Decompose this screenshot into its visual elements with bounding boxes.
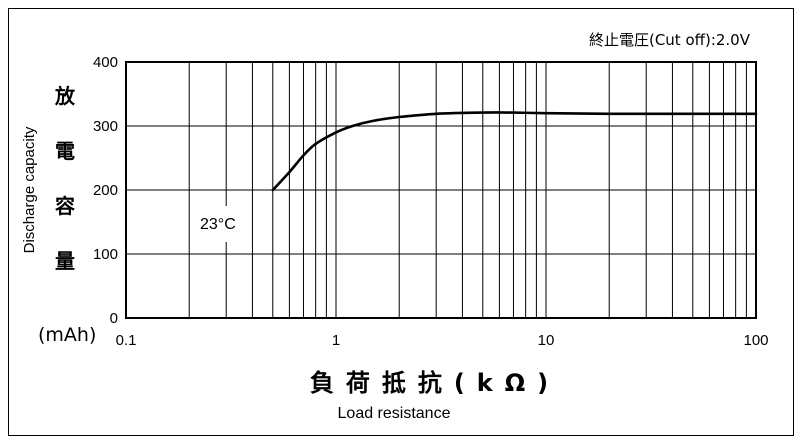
y-tick-labels: 0 100 200 300 400 bbox=[93, 54, 118, 327]
y-axis-unit: (mAh) bbox=[38, 324, 96, 346]
annotation-background bbox=[190, 206, 245, 242]
y-tick-label: 0 bbox=[110, 310, 118, 327]
x-tick-labels: 0.1 1 10 100 bbox=[116, 332, 769, 349]
y-axis-label-char: 電 bbox=[55, 139, 75, 163]
y-axis-label-char: 放 bbox=[54, 84, 76, 108]
plot-border bbox=[125, 61, 757, 319]
grid bbox=[126, 62, 756, 318]
cutoff-condition: 終止電圧(Cut off):2.0V bbox=[589, 31, 751, 49]
x-tick-label: 10 bbox=[538, 332, 555, 349]
y-tick-label: 100 bbox=[93, 246, 118, 263]
y-axis-label-char: 容 bbox=[55, 194, 75, 218]
y-tick-label: 300 bbox=[93, 118, 118, 135]
y-axis-label-char: 量 bbox=[55, 249, 75, 273]
y-tick-label: 400 bbox=[93, 54, 118, 71]
x-axis-label-japanese: 負荷抵抗(kΩ) bbox=[310, 369, 560, 397]
temperature-annotation: 23°C bbox=[200, 216, 236, 233]
x-tick-label: 1 bbox=[332, 332, 340, 349]
y-axis-label-english: Discharge capacity bbox=[21, 126, 38, 253]
chart-frame bbox=[8, 8, 794, 436]
series-line bbox=[271, 111, 758, 192]
y-tick-label: 200 bbox=[93, 182, 118, 199]
x-tick-label: 100 bbox=[743, 332, 768, 349]
x-tick-label: 0.1 bbox=[116, 332, 137, 349]
x-axis-label-english: Load resistance bbox=[338, 405, 451, 422]
